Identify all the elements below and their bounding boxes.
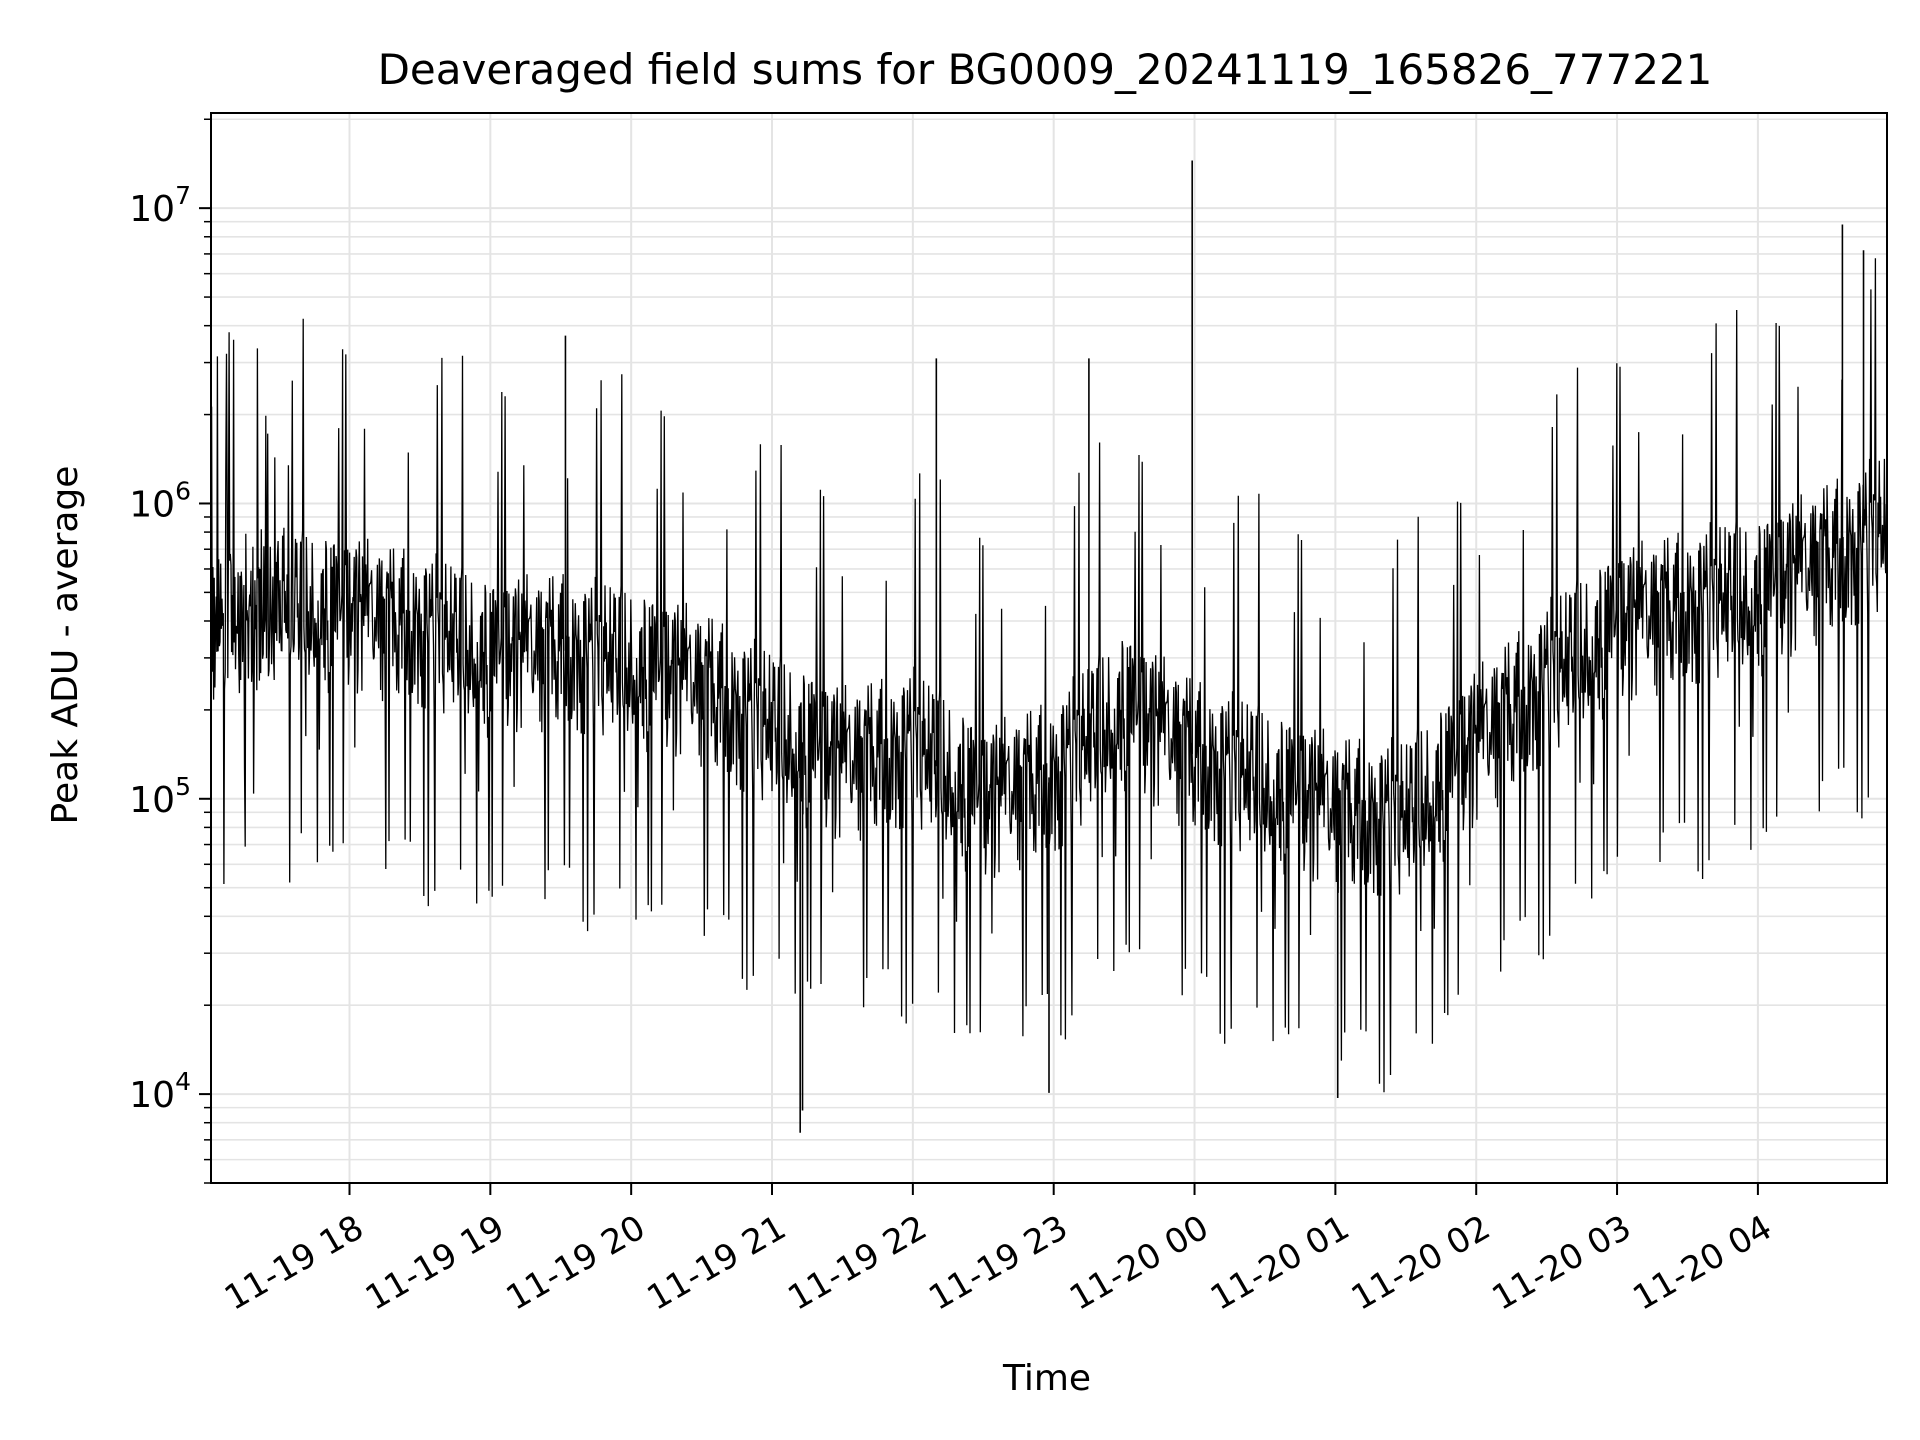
plot-frame [210, 112, 1888, 1184]
y-tick-label: 106 [129, 476, 191, 525]
y-tick-label: 104 [129, 1067, 191, 1116]
x-axis-label: Time [1002, 1358, 1091, 1399]
y-axis-ticks: 104 105 106 107 [129, 118, 211, 1184]
chart-title: Deaveraged field sums for BG0009_2024111… [378, 45, 1713, 94]
y-tick-label: 107 [129, 181, 191, 230]
spikes [564, 160, 1865, 1133]
y-tick-label: 105 [129, 772, 191, 821]
y-axis-label: Peak ADU - average [45, 466, 86, 825]
